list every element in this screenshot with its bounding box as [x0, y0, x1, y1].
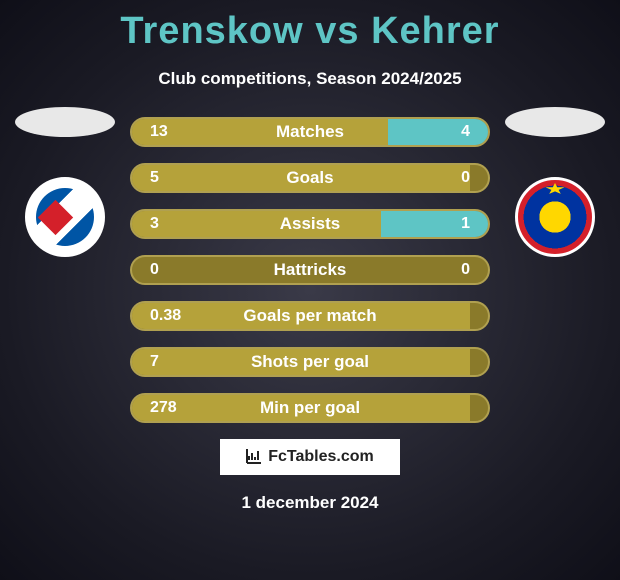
stat-label: Assists [132, 211, 488, 237]
heerenveen-logo-icon [25, 177, 105, 257]
comparison-title: Trenskow vs Kehrer [0, 0, 620, 53]
stat-bar: 0.38Goals per match [130, 301, 490, 331]
stat-label: Goals per match [132, 303, 488, 329]
stat-right-value: 1 [461, 211, 470, 237]
stat-label: Matches [132, 119, 488, 145]
stat-bar: 0Hattricks0 [130, 255, 490, 285]
player-right-silhouette [505, 107, 605, 137]
willem-logo-icon [515, 177, 595, 257]
stat-label: Shots per goal [132, 349, 488, 375]
watermark-text: FcTables.com [268, 448, 374, 466]
stat-bar: 5Goals0 [130, 163, 490, 193]
stat-bar: 7Shots per goal [130, 347, 490, 377]
stat-right-value: 0 [461, 165, 470, 191]
watermark-badge: FcTables.com [220, 439, 400, 475]
comparison-date: 1 december 2024 [0, 493, 620, 513]
stat-label: Goals [132, 165, 488, 191]
comparison-subtitle: Club competitions, Season 2024/2025 [0, 69, 620, 89]
stat-bar: 13Matches4 [130, 117, 490, 147]
player-left-panel [10, 107, 120, 257]
content-area: 13Matches45Goals03Assists10Hattricks00.3… [0, 117, 620, 423]
stat-right-value: 0 [461, 257, 470, 283]
stat-right-value: 4 [461, 119, 470, 145]
player-right-panel [500, 107, 610, 257]
stat-label: Hattricks [132, 257, 488, 283]
stats-bars: 13Matches45Goals03Assists10Hattricks00.3… [130, 117, 490, 423]
chart-icon [246, 448, 262, 467]
stat-bar: 3Assists1 [130, 209, 490, 239]
stat-label: Min per goal [132, 395, 488, 421]
stat-bar: 278Min per goal [130, 393, 490, 423]
player-left-silhouette [15, 107, 115, 137]
